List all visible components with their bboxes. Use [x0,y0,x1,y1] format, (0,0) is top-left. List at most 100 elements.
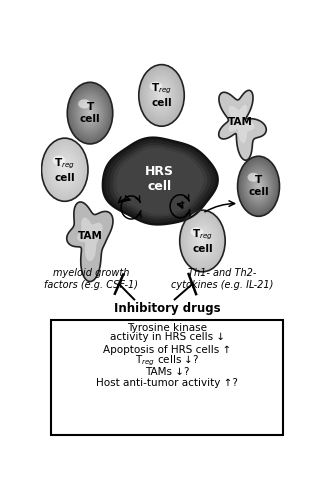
Ellipse shape [180,210,225,272]
Ellipse shape [191,226,214,256]
Ellipse shape [243,164,274,209]
Text: T$_{reg}$ cells ↓?: T$_{reg}$ cells ↓? [135,354,199,368]
Ellipse shape [45,143,84,197]
Ellipse shape [59,162,70,178]
Text: Apoptosis of HRS cells ↑: Apoptosis of HRS cells ↑ [103,344,231,354]
Ellipse shape [58,160,72,179]
Polygon shape [219,90,266,160]
Ellipse shape [196,232,209,250]
Ellipse shape [69,86,111,141]
Ellipse shape [64,168,66,172]
Ellipse shape [198,235,207,247]
Text: myeloid growth
factors (e.g. CSF-1): myeloid growth factors (e.g. CSF-1) [44,268,138,289]
Ellipse shape [87,108,94,118]
Ellipse shape [186,220,218,262]
Text: Th1- and Th2-
cytokines (e.g. IL-21): Th1- and Th2- cytokines (e.g. IL-21) [171,268,274,289]
Ellipse shape [74,92,106,134]
Ellipse shape [81,101,99,126]
Text: HRS
cell: HRS cell [145,166,174,194]
Ellipse shape [156,88,167,103]
Ellipse shape [238,156,279,216]
Ellipse shape [158,91,165,100]
Ellipse shape [247,170,270,203]
Text: Inhibitory drugs: Inhibitory drugs [114,302,220,315]
Ellipse shape [201,240,203,242]
Polygon shape [106,140,214,222]
Ellipse shape [51,151,79,188]
Text: Host anti-tumor activity ↑?: Host anti-tumor activity ↑? [96,378,238,388]
Ellipse shape [78,100,91,108]
Ellipse shape [258,185,259,188]
Ellipse shape [75,93,105,133]
Ellipse shape [143,71,180,120]
Ellipse shape [54,156,75,184]
Ellipse shape [89,112,91,114]
Ellipse shape [189,222,216,260]
Text: TAM: TAM [78,232,102,241]
Ellipse shape [147,76,176,116]
Ellipse shape [53,154,76,186]
Ellipse shape [200,238,205,244]
Ellipse shape [49,148,81,192]
Polygon shape [113,146,207,217]
Text: T$_{reg}$
cell: T$_{reg}$ cell [54,156,75,182]
Ellipse shape [46,144,83,195]
Ellipse shape [153,83,170,108]
Ellipse shape [79,98,101,128]
Ellipse shape [144,72,179,118]
Ellipse shape [80,100,100,127]
Ellipse shape [157,90,166,102]
Ellipse shape [82,102,98,124]
Ellipse shape [188,221,217,261]
Ellipse shape [146,74,177,117]
Text: Tyrosine kinase: Tyrosine kinase [127,322,207,332]
Ellipse shape [181,212,224,270]
Polygon shape [116,148,204,214]
Ellipse shape [155,86,168,104]
Ellipse shape [44,142,86,198]
Ellipse shape [244,166,273,207]
Ellipse shape [62,166,67,173]
Ellipse shape [190,224,215,258]
Ellipse shape [247,173,259,182]
Ellipse shape [257,184,260,190]
Ellipse shape [249,173,268,200]
Ellipse shape [148,77,175,114]
Ellipse shape [154,84,170,106]
Ellipse shape [183,215,222,267]
Ellipse shape [67,82,113,144]
Ellipse shape [245,167,272,206]
Polygon shape [103,138,218,224]
Ellipse shape [255,182,262,191]
Ellipse shape [159,92,164,98]
Ellipse shape [254,180,263,192]
Ellipse shape [52,156,65,165]
Ellipse shape [251,176,266,197]
Ellipse shape [246,168,271,204]
Ellipse shape [184,216,221,266]
Ellipse shape [85,107,95,120]
Ellipse shape [151,82,172,110]
Ellipse shape [83,104,97,122]
Ellipse shape [242,162,275,210]
Ellipse shape [57,158,73,181]
Ellipse shape [73,90,107,136]
Text: T
cell: T cell [248,176,269,197]
Ellipse shape [253,179,264,194]
Polygon shape [110,142,211,220]
Text: T$_{reg}$
cell: T$_{reg}$ cell [192,228,213,254]
Ellipse shape [50,149,80,190]
Ellipse shape [72,88,108,138]
Ellipse shape [71,87,109,140]
Text: TAMs ↓?: TAMs ↓? [145,367,189,377]
Ellipse shape [61,165,68,174]
Ellipse shape [76,94,104,132]
Ellipse shape [78,96,102,130]
Text: T
cell: T cell [80,102,100,124]
Ellipse shape [160,94,163,97]
Ellipse shape [52,152,78,187]
Ellipse shape [197,233,208,248]
Ellipse shape [140,66,183,124]
Ellipse shape [142,69,181,122]
Ellipse shape [199,236,206,246]
